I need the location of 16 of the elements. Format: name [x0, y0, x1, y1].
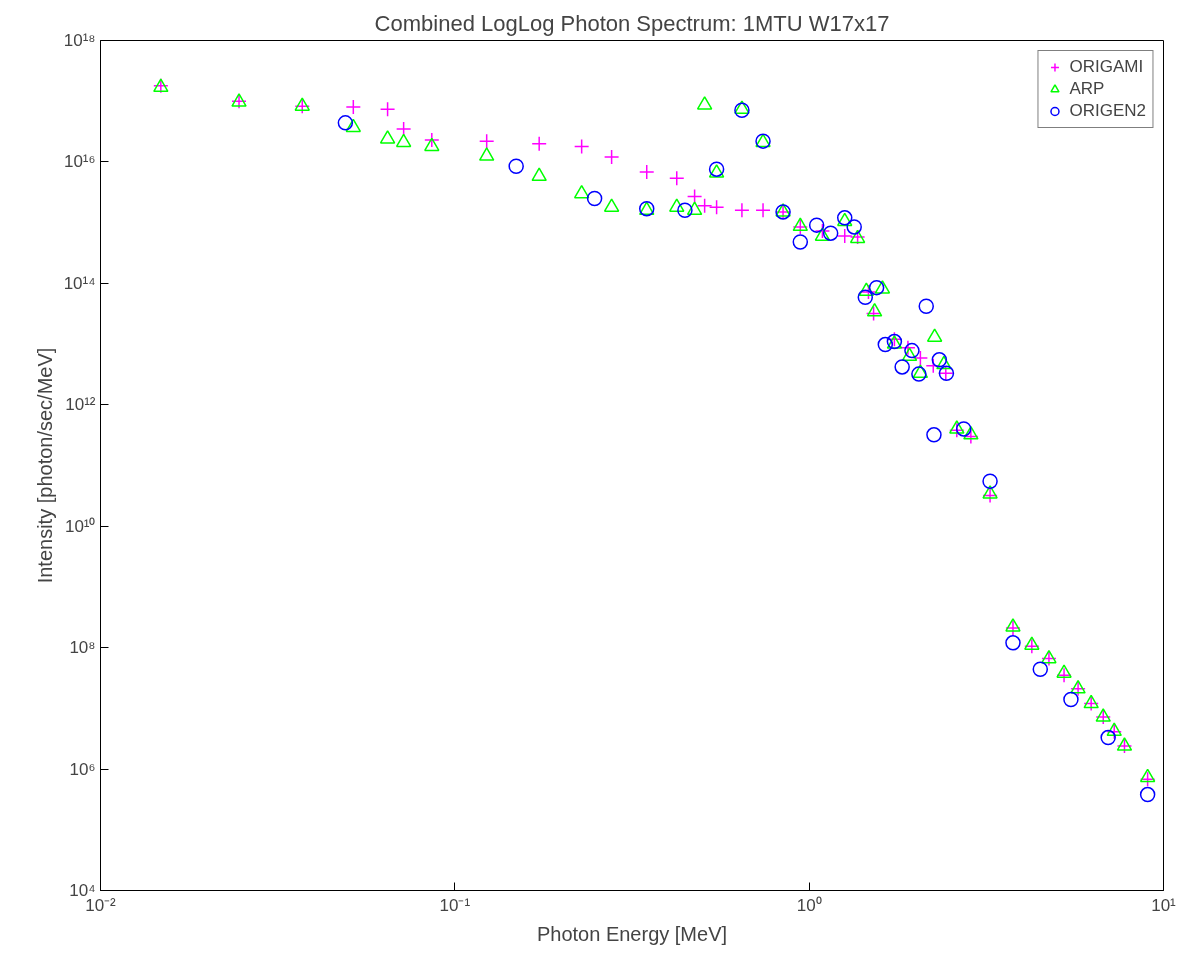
- y-tick-label: 10¹⁴: [63, 273, 96, 293]
- x-axis-title: Photon Energy [MeV]: [536, 922, 728, 945]
- y-tick-label: 10⁸: [69, 638, 96, 658]
- legend-label: ORIGEN2: [1069, 101, 1146, 121]
- y-tick-label: 10¹⁸: [63, 31, 96, 50]
- y-tick-label: 10¹²: [65, 395, 96, 415]
- y-axis-title: Intensity [photon/sec/MeV]: [33, 347, 56, 584]
- legend-label: ARP: [1069, 79, 1105, 99]
- x-tick-label: 10⁰: [796, 895, 822, 915]
- y-tick-label: 10⁶: [69, 759, 96, 779]
- legend-label: ORIGAMI: [1069, 57, 1144, 77]
- chart-title: Combined LogLog Photon Spectrum: 1MTU W17x17: [374, 10, 890, 36]
- y-tick-label: 10¹⁰: [64, 516, 96, 536]
- x-tick-label: 10⁻¹: [439, 895, 471, 915]
- y-tick-label: 10¹⁶: [63, 152, 96, 172]
- x-tick-label: 10¹: [1151, 895, 1177, 915]
